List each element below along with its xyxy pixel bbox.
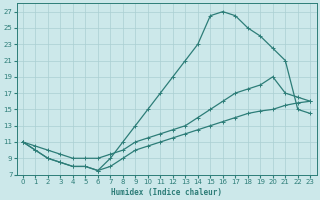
X-axis label: Humidex (Indice chaleur): Humidex (Indice chaleur): [111, 188, 222, 197]
